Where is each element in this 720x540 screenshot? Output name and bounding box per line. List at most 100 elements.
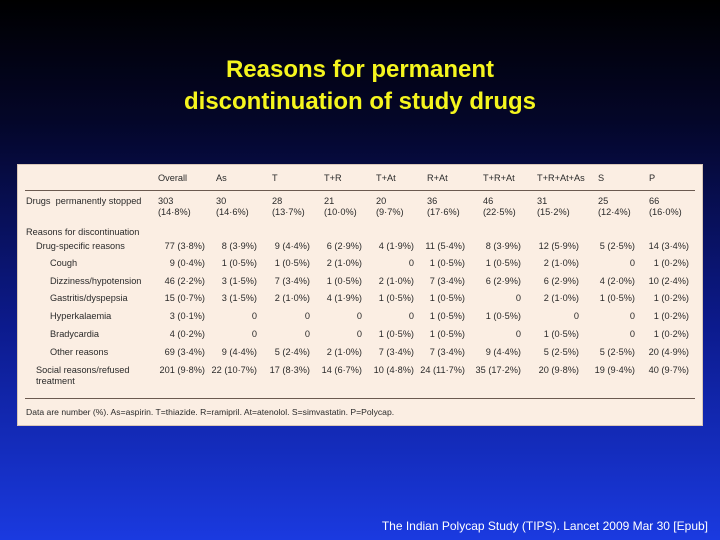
table-cell: 20 (9·7%) [376,196,404,217]
table-cell: 0 [251,329,257,339]
column-header: T+At [376,173,396,183]
table-cell: 3 (1·5%) [221,276,257,286]
table-cell: 0 [629,258,635,268]
row-label: Gastritis/dyspepsia [50,293,128,303]
table-cell: 1 (0·5%) [429,329,465,339]
table-cell: 20 (4·9%) [648,347,689,357]
table-cell: 1 (0·5%) [378,329,414,339]
table-cell: 0 [356,311,362,321]
table-cell: 9 (4·4%) [221,347,257,357]
table-cell: 0 [251,311,257,321]
table-cell: 1 (0·5%) [485,258,521,268]
table-cell: 10 (2·4%) [648,276,689,286]
row-label: Bradycardia [50,329,100,339]
table-cell: 6 (2·9%) [326,241,362,251]
row-label: Drugs permanently stopped [26,196,142,206]
table-cell: 303 (14·8%) [158,196,191,217]
column-header: S [598,173,605,183]
row-label: Reasons for discontinuation [26,227,140,237]
table-footnote: Data are number (%). As=aspirin. T=thiaz… [26,407,395,417]
row-label: Other reasons [50,347,109,357]
table-cell: 1 (0·2%) [653,258,689,268]
table-cell: 7 (3·4%) [274,276,310,286]
table-cell: 5 (2·5%) [543,347,579,357]
table-cell: 46 (2·2%) [164,276,205,286]
column-header: As [216,173,227,183]
table-cell: 3 (1·5%) [221,293,257,303]
table-cell: 69 (3·4%) [164,347,205,357]
table-cell: 0 [573,311,579,321]
table-cell: 46 (22·5%) [483,196,516,217]
table-cell: 30 (14·6%) [216,196,249,217]
table-cell: 4 (1·9%) [326,293,362,303]
table-cell: 4 (1·9%) [378,241,414,251]
discontinuation-table: Data are number (%). As=aspirin. T=thiaz… [17,164,703,426]
table-cell: 1 (0·5%) [543,329,579,339]
table-cell: 10 (4·8%) [373,365,414,375]
table-cell: 0 [304,329,310,339]
slide-title-line-2: discontinuation of study drugs [184,88,536,115]
table-cell: 0 [408,311,414,321]
table-cell: 5 (2·4%) [274,347,310,357]
table-cell: 40 (9·7%) [648,365,689,375]
table-cell: 2 (1·0%) [326,258,362,268]
table-cell: 7 (3·4%) [429,276,465,286]
table-cell: 0 [304,311,310,321]
table-cell: 2 (1·0%) [378,276,414,286]
header-rule [25,190,695,191]
table-cell: 36 (17·6%) [427,196,460,217]
table-cell: 9 (4·4%) [274,241,310,251]
table-cell: 0 [408,258,414,268]
table-cell: 1 (0·5%) [485,311,521,321]
table-cell: 0 [515,329,521,339]
column-header: Overall [158,173,188,183]
slide-title-line-1: Reasons for permanent [225,56,495,83]
row-label: Cough [50,258,78,268]
table-cell: 15 (0·7%) [164,293,205,303]
table-cell: 20 (9·8%) [538,365,579,375]
table-cell: 0 [515,293,521,303]
citation: The Indian Polycap Study (TIPS). Lancet … [381,519,708,533]
table-cell: 201 (9·8%) [159,365,205,375]
table-cell: 1 (0·5%) [378,293,414,303]
row-label: Drug-specific reasons [36,241,125,251]
table-cell: 9 (4·4%) [485,347,521,357]
table-cell: 6 (2·9%) [485,276,521,286]
table-cell: 22 (10·7%) [211,365,257,375]
table-cell: 1 (0·5%) [429,293,465,303]
table-cell: 8 (3·9%) [485,241,521,251]
column-header: T [272,173,278,183]
table-cell: 1 (0·2%) [653,329,689,339]
table-cell: 66 (16·0%) [649,196,682,217]
table-cell: 0 [629,311,635,321]
table-cell: 19 (9·4%) [594,365,635,375]
table-cell: 17 (8·3%) [269,365,310,375]
table-cell: 7 (3·4%) [378,347,414,357]
table-cell: 4 (2·0%) [599,276,635,286]
column-header: T+R [324,173,342,183]
row-label: Dizziness/hypotension [50,276,142,286]
table-cell: 25 (12·4%) [598,196,631,217]
table-cell: 0 [629,329,635,339]
table-cell: 2 (1·0%) [543,258,579,268]
table-cell: 14 (3·4%) [648,241,689,251]
column-header: T+R+At+As [537,173,585,183]
table-cell: 28 (13·7%) [272,196,305,217]
table-cell: 1 (0·2%) [653,311,689,321]
table-cell: 24 (11·7%) [420,365,465,375]
table-cell: 77 (3·8%) [164,241,205,251]
table-cell: 1 (0·5%) [429,311,465,321]
table-cell: 4 (0·2%) [169,329,205,339]
table-cell: 14 (6·7%) [321,365,362,375]
column-header: P [649,173,656,183]
table-cell: 8 (3·9%) [221,241,257,251]
table-cell: 5 (2·5%) [599,241,635,251]
column-header: R+At [427,173,448,183]
table-cell: 1 (0·5%) [599,293,635,303]
table-cell: 2 (1·0%) [543,293,579,303]
table-cell: 1 (0·5%) [326,276,362,286]
row-label: Social reasons/refused treatment [36,365,130,386]
table-cell: 1 (0·5%) [429,258,465,268]
table-cell: 0 [356,329,362,339]
table-cell: 2 (1·0%) [326,347,362,357]
